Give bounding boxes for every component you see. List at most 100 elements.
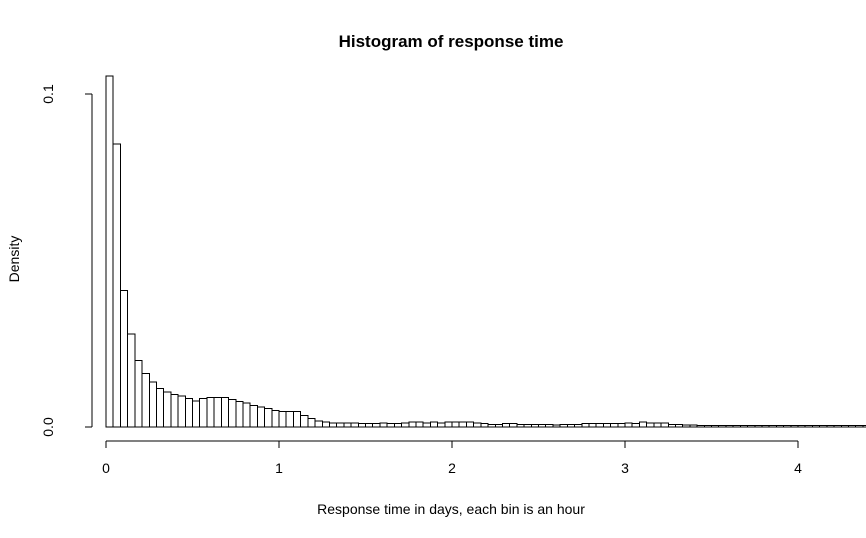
x-tick-label: 0: [102, 460, 110, 476]
histogram-bar: [292, 410, 302, 428]
histogram-bar: [278, 410, 287, 428]
histogram-bar: [220, 397, 230, 428]
histogram-bar: [256, 406, 266, 428]
histogram-bar: [595, 423, 604, 428]
histogram-bar: [437, 422, 446, 428]
histogram-bar: [343, 422, 352, 428]
histogram-bar: [783, 425, 792, 428]
histogram-bar: [422, 422, 431, 428]
histogram-bar: [516, 423, 525, 428]
histogram-bar: [501, 423, 511, 428]
histogram-bar: [465, 421, 475, 428]
histogram-bar: [847, 425, 857, 428]
histogram-bar: [386, 423, 395, 428]
histogram-bar: [732, 425, 741, 428]
histogram-bar: [588, 423, 597, 428]
histogram-bar: [545, 423, 554, 428]
histogram-bar: [523, 423, 532, 428]
histogram-bar: [747, 424, 756, 428]
histogram-bar: [105, 75, 114, 428]
histogram-bar: [638, 421, 648, 428]
histogram-bar: [213, 397, 222, 428]
histogram-bar: [538, 423, 547, 428]
histogram-bar: [682, 424, 691, 428]
histogram-bar: [797, 425, 806, 428]
y-axis: 0.0 0.1: [40, 84, 93, 437]
histogram-bar: [141, 373, 150, 428]
histogram-bar: [790, 425, 799, 428]
histogram-bar: [739, 424, 749, 428]
histogram-bar: [610, 423, 619, 428]
histogram-bar: [365, 423, 374, 428]
histogram-bar: [667, 423, 676, 428]
histogram-bar: [285, 410, 294, 428]
histogram-bar: [559, 423, 568, 428]
histogram-bar: [689, 424, 698, 428]
histogram-bar: [192, 400, 201, 428]
histogram-bar: [206, 397, 215, 428]
histogram-bar: [754, 424, 763, 428]
y-tick-label: 0.0: [40, 417, 56, 437]
histogram-bar: [761, 424, 770, 428]
histogram-bar: [307, 418, 316, 428]
histogram-bar: [711, 424, 720, 428]
histogram-bar: [350, 422, 359, 428]
histogram-bar: [602, 423, 612, 428]
histogram-bar: [494, 423, 503, 428]
histogram-bar: [379, 422, 388, 428]
histogram-bar: [401, 422, 410, 428]
histogram-bar: [509, 423, 518, 428]
histogram-bar: [199, 398, 208, 428]
histogram-bar: [624, 422, 633, 428]
histogram-bar: [127, 333, 136, 428]
histogram-bar: [819, 425, 828, 428]
histogram-bar: [321, 421, 330, 428]
histogram-bar: [862, 424, 866, 428]
histogram-bar: [112, 143, 121, 428]
histogram-bar: [631, 423, 640, 428]
x-axis-label: Response time in days, each bin is an ho…: [317, 501, 585, 517]
histogram-bar: [134, 359, 143, 428]
histogram-bar: [264, 408, 273, 428]
histogram-bar: [408, 421, 417, 428]
histogram-bar: [855, 424, 864, 428]
histogram-bar: [314, 420, 323, 428]
histogram-bar: [415, 421, 424, 428]
histogram-bar: [336, 422, 345, 428]
histogram-bar: [530, 423, 539, 428]
histogram-bar: [242, 402, 251, 428]
histogram-bar: [660, 422, 669, 428]
histogram-bar: [271, 409, 280, 428]
y-tick-label: 0.1: [40, 84, 56, 104]
histogram-bar: [473, 422, 482, 428]
histogram-bar: [328, 422, 338, 428]
bars: [105, 75, 866, 428]
histogram-bar: [184, 398, 193, 428]
histogram-bar: [768, 424, 777, 428]
histogram-bar: [155, 388, 165, 428]
histogram-bar: [487, 423, 496, 428]
histogram-bar: [235, 400, 244, 428]
histogram-bar: [357, 423, 367, 428]
histogram-bar: [119, 289, 129, 428]
histogram-bar: [646, 422, 655, 428]
histogram-bar: [429, 421, 439, 428]
histogram-bar: [458, 421, 467, 428]
histogram-bar: [718, 424, 727, 428]
histogram-bar: [372, 423, 381, 428]
histogram-bar: [617, 423, 626, 428]
histogram-bar: [480, 423, 489, 428]
x-tick-label: 3: [621, 460, 629, 476]
histogram-bar: [228, 399, 237, 428]
x-tick-label: 1: [275, 460, 283, 476]
histogram-bar: [696, 424, 705, 428]
x-tick-label: 2: [448, 460, 456, 476]
y-axis-label: Density: [6, 236, 22, 283]
histogram-bar: [840, 425, 849, 428]
histogram-bar: [581, 423, 590, 428]
histogram-bar: [775, 424, 785, 428]
x-tick-label: 4: [794, 460, 802, 476]
histogram-bar: [703, 424, 712, 428]
histogram-bar: [170, 393, 179, 428]
